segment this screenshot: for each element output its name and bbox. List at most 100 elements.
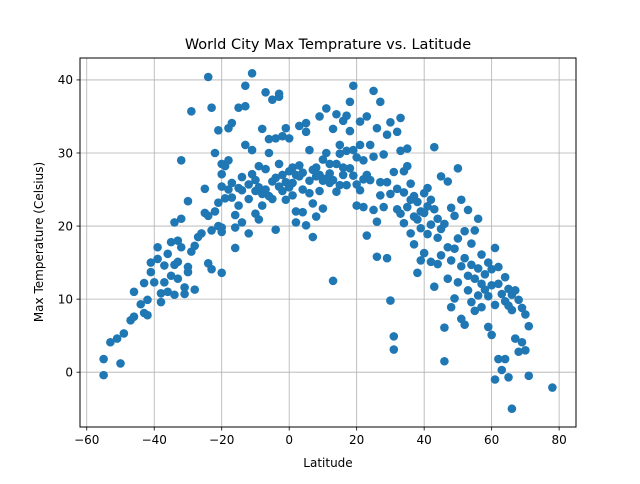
data-point: [490, 243, 500, 253]
data-point: [342, 146, 351, 156]
data-point: [136, 299, 146, 309]
data-point: [217, 169, 227, 179]
data-point: [129, 287, 139, 297]
data-point: [440, 356, 449, 366]
x-tick-label: 0: [285, 433, 293, 447]
y-tick-label: 20: [58, 219, 73, 233]
data-point: [99, 354, 108, 364]
data-point: [278, 186, 287, 196]
data-point: [477, 302, 486, 312]
data-point: [382, 177, 392, 187]
data-point: [517, 337, 527, 347]
data-point: [345, 97, 355, 107]
data-point: [490, 375, 500, 384]
data-point: [305, 145, 314, 155]
data-point: [176, 242, 186, 252]
data-point: [460, 320, 469, 330]
data-point: [338, 170, 348, 180]
data-point: [470, 274, 480, 283]
data-point: [244, 180, 254, 189]
data-point: [207, 103, 216, 112]
data-point: [156, 288, 166, 298]
data-point: [305, 188, 314, 198]
data-point: [315, 186, 324, 196]
x-tick-label: −60: [74, 433, 99, 447]
data-point: [116, 359, 125, 368]
data-point: [254, 183, 264, 192]
data-point: [166, 237, 176, 247]
data-point: [288, 163, 297, 172]
data-point: [376, 177, 385, 187]
x-tick-label: 60: [484, 433, 499, 447]
data-point: [467, 260, 476, 270]
data-point: [241, 140, 250, 150]
data-point: [473, 214, 483, 224]
data-point: [160, 278, 169, 287]
data-point: [325, 159, 334, 169]
data-point: [264, 134, 274, 144]
data-point: [548, 383, 557, 392]
data-point: [274, 92, 284, 102]
data-point: [487, 264, 496, 274]
x-tick-label: 80: [551, 433, 566, 447]
data-point: [180, 283, 189, 292]
data-point: [220, 193, 230, 203]
data-point: [318, 204, 328, 213]
data-point: [146, 258, 156, 267]
plot-frame: [79, 57, 577, 428]
data-point: [143, 295, 152, 305]
data-point: [460, 226, 469, 236]
data-point: [487, 330, 496, 340]
data-point: [470, 306, 480, 316]
data-point: [473, 291, 483, 300]
data-point: [355, 117, 365, 126]
data-point: [402, 161, 412, 171]
data-point: [453, 278, 463, 287]
data-point: [207, 226, 216, 235]
y-axis-label: Max Temperature (Celsius): [32, 162, 46, 322]
data-point: [443, 177, 453, 186]
data-point: [210, 148, 220, 158]
data-point: [494, 279, 503, 289]
data-point: [369, 86, 378, 96]
chart-title: World City Max Temprature vs. Latitude: [185, 37, 471, 53]
data-point: [295, 161, 304, 170]
data-point: [433, 233, 442, 243]
data-point: [440, 323, 449, 332]
data-point: [507, 404, 517, 414]
data-point: [183, 267, 193, 277]
data-point: [328, 276, 338, 286]
data-point: [170, 218, 179, 227]
data-point: [207, 264, 216, 274]
data-point: [335, 180, 345, 190]
data-point: [426, 257, 436, 267]
data-point: [224, 156, 233, 165]
y-axis-ticks: 0 10 20 30 40: [58, 73, 80, 379]
x-axis-ticks: −60 −40 −20 0 20 40 60 80: [74, 427, 567, 447]
data-point: [183, 196, 193, 206]
data-point: [426, 220, 436, 229]
data-point: [483, 258, 493, 267]
data-point: [227, 178, 237, 188]
data-point: [473, 264, 483, 273]
data-point: [423, 183, 432, 193]
data-point: [372, 217, 382, 226]
data-point: [301, 118, 311, 128]
data-point: [365, 175, 375, 185]
data-point: [214, 126, 223, 135]
data-point: [463, 205, 473, 215]
data-point: [521, 345, 530, 355]
data-point: [227, 118, 237, 128]
data-point: [173, 257, 183, 267]
data-point: [237, 172, 247, 182]
data-point: [261, 88, 270, 97]
data-point: [386, 296, 395, 305]
data-point: [463, 286, 473, 295]
data-point: [291, 207, 301, 216]
data-point: [237, 218, 247, 227]
data-point: [163, 287, 173, 297]
data-point: [308, 232, 318, 242]
data-point: [429, 142, 439, 152]
